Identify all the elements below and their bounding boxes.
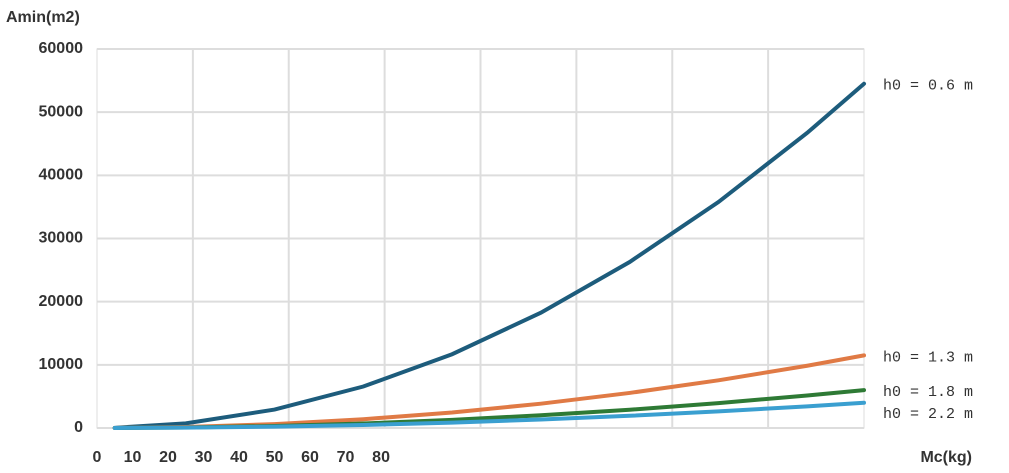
series-line (112, 400, 866, 430)
y-tick-label: 40000 (39, 167, 84, 184)
x-tick-label: 20 (159, 449, 177, 466)
x-axis-label: Mc(kg) (920, 449, 972, 466)
series-line (112, 81, 866, 430)
y-tick-label: 60000 (39, 40, 84, 57)
x-tick-label: 30 (195, 449, 213, 466)
x-tick-label: 10 (124, 449, 142, 466)
x-tick-label: 40 (230, 449, 248, 466)
x-tick-label: 50 (266, 449, 284, 466)
y-axis-label: Amin(m2) (6, 9, 80, 26)
x-tick-label: 80 (372, 449, 390, 466)
x-tick-label: 70 (337, 449, 355, 466)
y-tick-label: 50000 (39, 103, 84, 120)
series-label: h0 = 0.6 m (883, 78, 973, 95)
series-label: h0 = 2.2 m (883, 406, 973, 423)
y-tick-label: 0 (74, 419, 83, 436)
y-tick-label: 10000 (39, 356, 84, 373)
series-label: h0 = 1.8 m (883, 384, 973, 401)
x-tick-label: 0 (93, 449, 102, 466)
x-tick-label: 60 (301, 449, 319, 466)
series-label: h0 = 1.3 m (883, 349, 973, 366)
y-tick-label: 30000 (39, 230, 84, 247)
y-tick-label: 20000 (39, 293, 84, 310)
